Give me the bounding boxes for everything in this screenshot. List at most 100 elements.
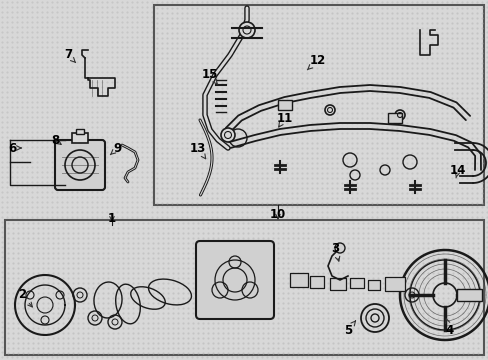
Point [174,340,182,346]
Point [208,105,216,111]
Point [433,220,441,226]
Point [442,134,450,140]
Point [447,39,455,45]
Point [278,169,285,175]
Point [258,284,265,290]
Point [128,239,136,245]
Point [477,185,485,191]
Point [287,274,295,280]
Point [158,35,165,41]
Point [378,340,386,346]
Point [153,59,161,65]
Point [227,349,235,355]
Point [298,35,305,41]
Point [447,179,455,185]
Point [298,40,305,46]
Point [194,225,202,231]
Point [59,270,67,276]
Point [263,4,270,10]
Point [408,270,416,276]
Point [437,55,445,61]
Point [287,75,295,81]
Point [68,209,76,215]
Point [353,320,361,326]
Point [272,219,280,225]
Point [332,259,340,265]
Point [298,129,305,135]
Point [88,269,96,275]
Point [53,34,61,40]
Point [477,229,485,235]
Point [293,275,301,281]
Point [279,275,286,281]
Point [88,279,96,285]
Point [327,45,335,51]
Point [412,155,420,161]
Point [43,344,51,350]
Point [287,140,295,146]
Point [462,109,470,115]
Point [89,305,97,311]
Point [317,125,325,131]
Point [307,150,315,156]
Point [427,105,435,111]
Point [352,159,360,165]
Point [223,55,230,61]
Point [83,14,91,20]
Point [243,180,250,186]
Point [298,195,305,201]
Point [218,30,225,36]
Point [352,64,360,70]
Point [8,99,16,105]
Point [23,264,31,270]
Point [94,280,102,286]
Point [218,344,225,350]
Point [272,209,280,215]
Point [23,129,31,135]
Point [183,29,190,35]
Point [367,120,375,126]
Point [433,320,441,326]
Point [432,54,440,60]
Point [477,214,485,220]
Point [59,300,67,306]
Point [263,155,270,161]
Point [377,194,385,200]
Point [253,24,261,30]
Point [248,265,256,271]
Point [128,354,136,360]
Point [69,285,77,291]
Point [83,314,91,320]
Point [378,280,386,286]
Point [213,84,221,90]
Point [48,129,56,135]
Point [442,90,450,96]
Point [363,55,370,61]
Point [243,44,250,50]
Point [472,164,480,170]
Point [313,325,321,331]
Point [49,275,57,281]
Point [188,119,196,125]
Point [413,300,421,306]
Point [407,49,415,55]
Point [178,75,185,81]
Point [443,345,451,351]
Point [337,15,345,21]
Point [143,234,151,240]
Point [113,184,121,190]
Point [432,269,440,275]
Point [287,209,295,215]
Point [143,244,151,250]
Point [43,69,51,75]
Point [418,325,426,331]
Point [323,149,330,155]
Point [427,79,435,85]
Point [258,195,265,201]
Point [253,214,261,220]
Point [288,275,296,281]
Point [312,175,320,181]
Point [138,84,145,90]
Point [442,50,450,56]
Point [93,24,101,30]
